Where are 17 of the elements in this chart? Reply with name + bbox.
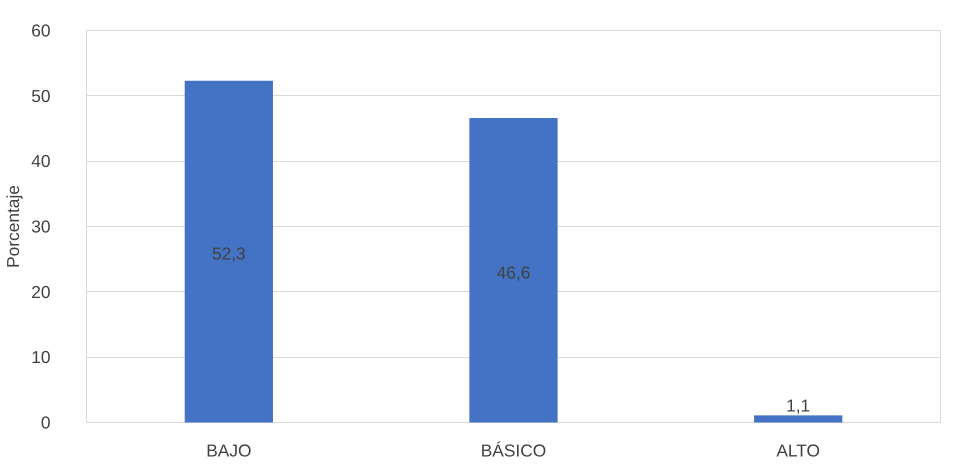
x-tick-label: BAJO <box>206 440 252 460</box>
bar <box>469 118 558 422</box>
x-tick-label: BÁSICO <box>480 440 546 460</box>
data-label: 1,1 <box>786 395 810 416</box>
y-axis-title: Porcentaje <box>3 185 24 268</box>
y-tick-label: 20 <box>31 282 51 302</box>
y-tick-label: 30 <box>31 216 51 236</box>
y-tick-label: 10 <box>31 347 51 368</box>
y-tick-label: 40 <box>31 151 51 172</box>
y-tick-label: 60 <box>31 20 51 40</box>
data-label: 52,3 <box>212 244 246 264</box>
y-tick-label: 0 <box>40 412 51 432</box>
bar <box>754 415 842 422</box>
y-tick-label: 50 <box>31 86 51 106</box>
data-label: 46,6 <box>496 262 530 282</box>
x-tick-label: ALTO <box>776 440 820 460</box>
bar <box>184 80 273 422</box>
